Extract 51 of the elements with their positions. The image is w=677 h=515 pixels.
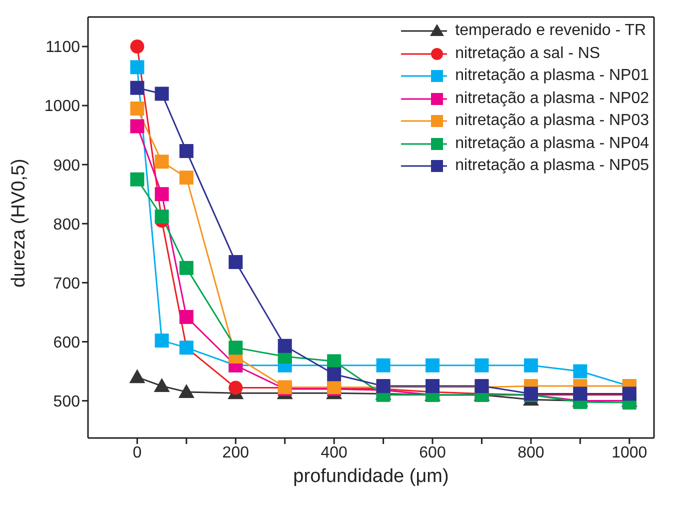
point [129,369,146,384]
point [178,384,194,398]
y-axis-title: dureza (HV0,5) [8,158,30,288]
point [228,340,243,355]
x-axis-title: profundidade (μm) [293,466,449,487]
legend-label: nitretação a sal - NS [455,44,600,64]
point [154,334,169,348]
point [179,260,194,275]
y-tick-label: 500 [53,393,80,410]
y-tick-label: 900 [53,157,80,174]
point [228,380,243,395]
point [130,40,144,54]
point [130,102,144,116]
legend-label: nitretação a plasma - NP04 [455,134,649,154]
y-tick-label: 1000 [44,98,80,116]
x-tick-label: 1000 [612,444,648,462]
x-tick-label: 200 [222,444,250,462]
y-tick-label: 700 [53,275,80,292]
y-tick-label: 800 [53,216,80,234]
legend-label: nitretação a plasma - NP02 [455,88,649,108]
x-tick-label: 800 [518,444,544,462]
point [573,364,588,378]
legend-label: nitretação a plasma - NP03 [455,111,649,131]
point [474,358,489,372]
point [154,187,169,202]
legend-label: nitretação a plasma - NP01 [455,66,649,86]
point [130,172,144,186]
point [327,354,342,368]
point [228,255,243,270]
point [154,378,170,392]
point [130,119,144,134]
point [426,358,440,372]
x-tick-label: 0 [132,444,142,462]
point [179,170,194,185]
x-tick-label: 600 [419,444,446,462]
point [130,60,144,74]
point [179,144,194,158]
y-tick-label: 600 [53,334,80,352]
point [154,210,169,224]
legend-label: nitretação a plasma - NP05 [455,156,649,176]
point [130,80,144,95]
point [327,367,342,382]
x-tick-label: 400 [320,444,348,462]
point [154,86,169,101]
point [376,358,390,372]
point [524,358,538,372]
legend-label: temperado e revenido - TR [455,21,646,41]
point [179,310,194,324]
y-tick-label: 1100 [46,39,80,56]
point [154,154,169,169]
point [278,338,292,353]
